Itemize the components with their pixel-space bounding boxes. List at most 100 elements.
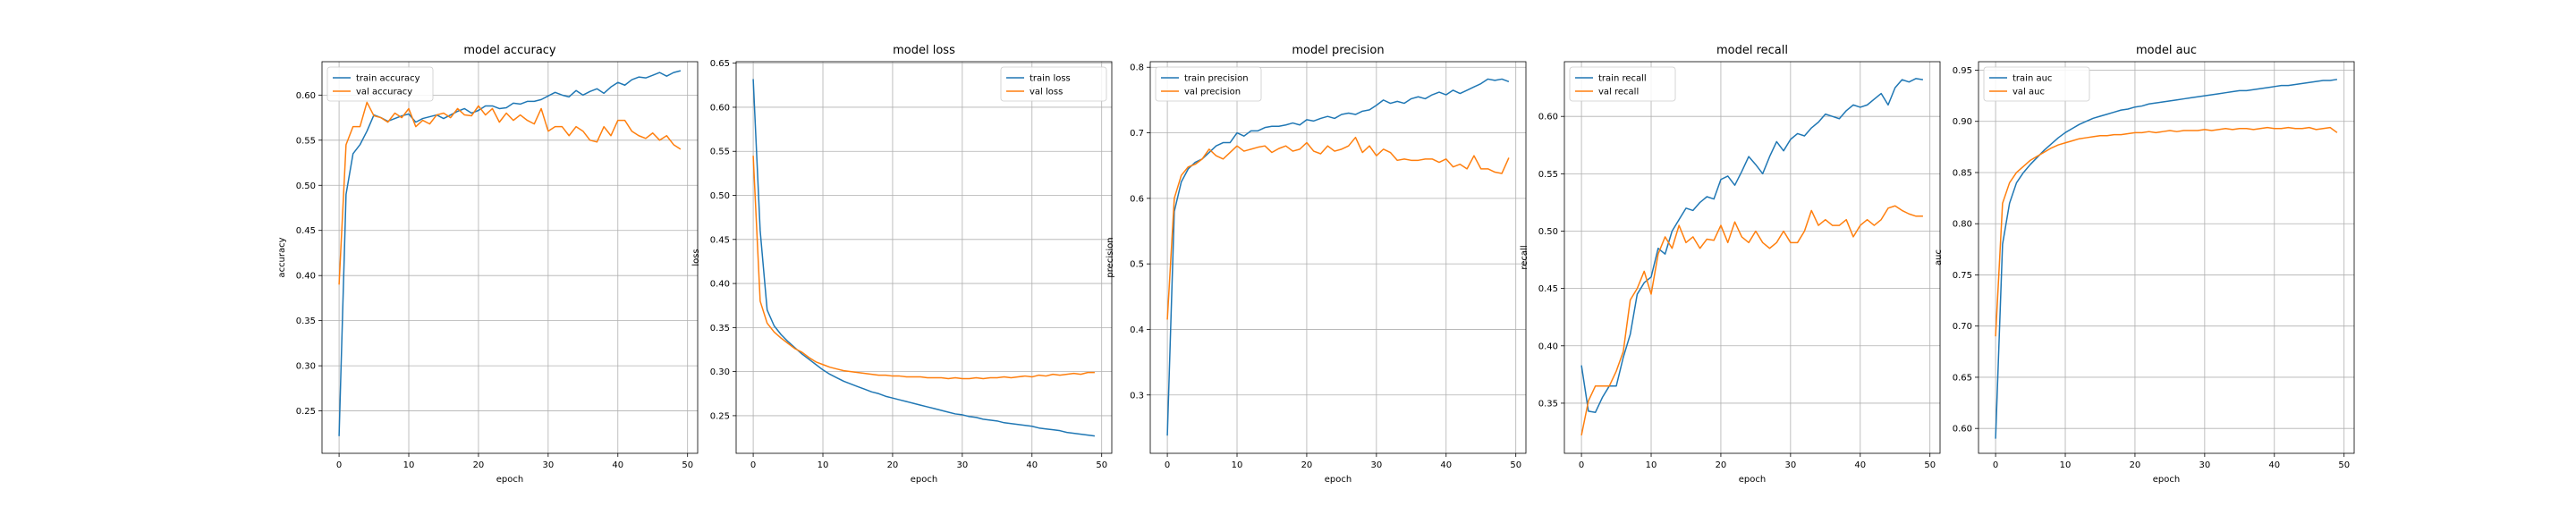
chart-panel-2: model precision 0 10 20 30 40 50 0.3 0.4 0.5 0.6 0.… [1106,44,1527,485]
legend-entry: train recall [1598,74,1647,84]
axes-frame [1978,61,2355,454]
chart-panel-1: model loss 0 10 20 30 40 50 0.25 0.30 0.35 0.40 0.4… [691,44,1113,485]
y-tick-label: 0.50 [1538,227,1558,237]
legend: train accuracy val accuracy [326,66,434,102]
y-tick-label: 0.65 [1953,373,1972,383]
x-axis-label: epoch [496,475,523,485]
x-tick-label: 40 [1440,460,1452,470]
x-tick-label: 0 [1579,460,1584,470]
y-tick-label: 0.75 [1953,271,1972,281]
y-tick-label: 0.80 [1953,220,1972,230]
x-tick-label: 50 [1510,460,1521,470]
series-line-val [1166,136,1510,320]
x-tick-label: 0 [336,460,342,470]
x-tick-label: 0 [1165,460,1170,470]
legend-box [1000,66,1107,102]
x-tick-label: 50 [682,460,693,470]
y-tick-label: 0.45 [296,226,316,236]
legend-box [1569,66,1676,102]
legend: train precision val precision [1155,66,1262,102]
y-tick-label: 0.3 [1130,391,1144,401]
y-tick-label: 0.60 [710,103,730,113]
axes-frame [321,61,699,454]
chart-title: model recall [1716,44,1788,57]
y-tick-label: 0.35 [296,317,316,326]
series-line-val [338,101,682,285]
y-tick-label: 0.35 [1538,399,1558,409]
y-tick-label: 0.30 [296,362,316,372]
x-tick-label: 10 [1232,460,1243,470]
axes-frame [1563,61,1941,454]
y-tick-label: 0.90 [1953,117,1972,127]
y-tick-label: 0.60 [1953,425,1972,435]
y-tick-label: 0.95 [1953,66,1972,76]
chart-panel-3: model recall 0 10 20 30 40 50 0.35 0.40 0.45 0.50 0… [1520,44,1941,485]
x-tick-label: 30 [1784,460,1796,470]
x-axis-label: epoch [2153,475,2180,485]
axes-frame [1149,61,1527,454]
legend: train loss val loss [1000,66,1107,102]
legend-entry: train loss [1030,74,1071,84]
x-tick-label: 50 [1096,460,1107,470]
x-tick-label: 40 [612,460,623,470]
x-tick-label: 10 [818,460,829,470]
chart-panel-0: model accuracy 0 10 20 30 40 50 0.25 0.30 0.35 0.4… [277,44,699,485]
axes-frame [735,61,1113,454]
legend-box [1155,66,1262,102]
y-tick-label: 0.50 [710,191,730,201]
x-tick-label: 40 [1026,460,1038,470]
chart-title: model precision [1292,44,1384,57]
legend-entry: val accuracy [356,88,412,97]
series-line-train [1580,78,1924,413]
y-tick-label: 0.60 [296,91,316,101]
y-axis-label: auc [1934,249,1944,266]
legend-entry: val recall [1598,88,1639,97]
y-tick-label: 0.40 [1538,342,1558,351]
series-line-train [1166,78,1510,436]
y-tick-label: 0.70 [1953,322,1972,332]
chart-title: model accuracy [463,44,556,57]
legend-entry: train precision [1184,74,1249,84]
x-tick-label: 0 [750,460,756,470]
legend-entry: train auc [2012,74,2052,84]
y-tick-label: 0.8 [1130,63,1144,73]
y-axis-label: accuracy [277,237,287,277]
legend: train recall val recall [1569,66,1676,102]
legend-entry: val precision [1184,88,1241,97]
series-line-train [752,79,1096,437]
x-tick-label: 20 [887,460,899,470]
x-tick-label: 30 [956,460,968,470]
x-tick-label: 20 [473,460,485,470]
y-axis-label: loss [691,249,701,266]
x-tick-label: 40 [2268,460,2280,470]
y-axis-label: precision [1106,237,1115,277]
y-tick-label: 0.25 [710,411,730,421]
x-tick-label: 30 [2199,460,2210,470]
y-tick-label: 0.40 [296,272,316,282]
x-tick-label: 20 [1301,460,1313,470]
x-tick-label: 20 [2130,460,2141,470]
series-line-train [1995,79,2338,439]
x-axis-label: epoch [911,475,937,485]
x-tick-label: 50 [2338,460,2350,470]
y-tick-label: 0.30 [710,367,730,377]
y-tick-label: 0.25 [296,407,316,417]
legend-entry: val loss [1030,88,1063,97]
legend: train auc val auc [1983,66,2090,102]
x-tick-label: 30 [542,460,554,470]
x-tick-label: 40 [1854,460,1866,470]
x-axis-label: epoch [1325,475,1352,485]
y-axis-label: recall [1520,245,1530,269]
legend-entry: val auc [2012,88,2045,97]
y-tick-label: 0.55 [710,148,730,157]
chart-title: model auc [2136,44,2197,57]
y-tick-label: 0.65 [710,59,730,69]
y-tick-label: 0.45 [1538,284,1558,294]
y-tick-label: 0.55 [296,136,316,146]
series-line-train [338,70,682,436]
series-line-val [1580,205,1923,436]
y-tick-label: 0.7 [1130,129,1144,139]
x-tick-label: 30 [1370,460,1382,470]
y-tick-label: 0.6 [1130,194,1144,204]
